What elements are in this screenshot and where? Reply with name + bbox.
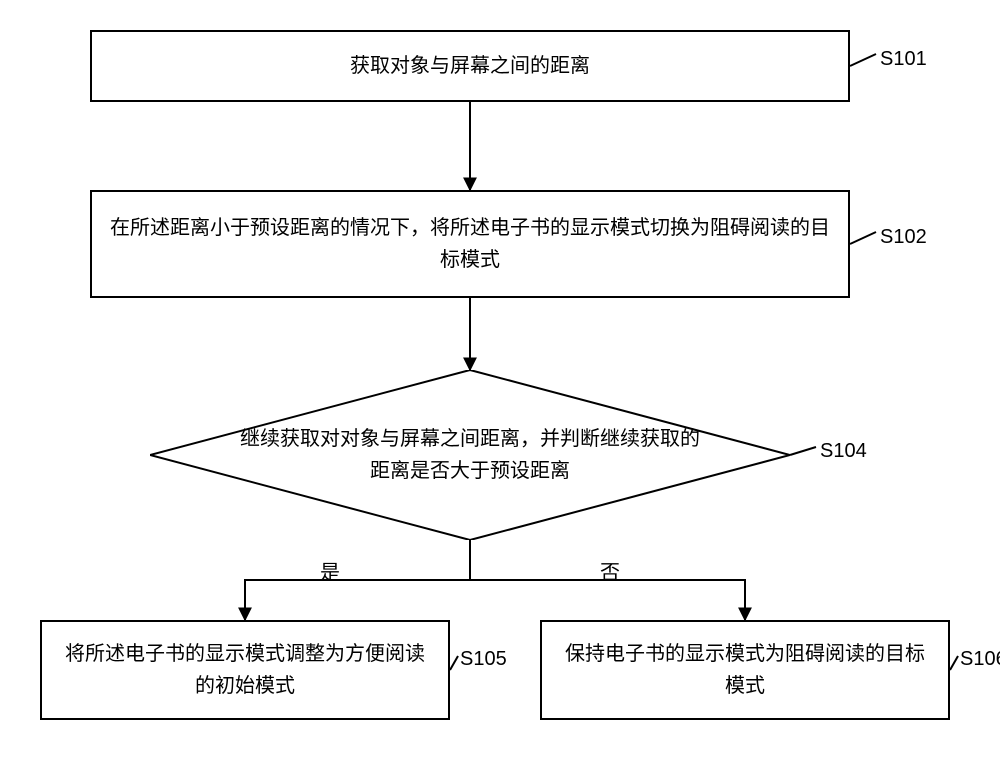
node-s102-text: 在所述距离小于预设距离的情况下，将所述电子书的显示模式切换为阻碍阅读的目标模式 <box>108 212 832 276</box>
node-s106-label: S106 <box>960 648 1000 671</box>
node-s105-label: S105 <box>460 648 507 671</box>
flowchart-canvas: 获取对象与屏幕之间的距离 S101 在所述距离小于预设距离的情况下，将所述电子书… <box>0 0 1000 758</box>
node-s104-text: 继续获取对对象与屏幕之间距离，并判断继续获取的距离是否大于预设距离 <box>240 423 700 487</box>
node-s106: 保持电子书的显示模式为阻碍阅读的目标模式 <box>540 620 950 720</box>
node-s102: 在所述距离小于预设距离的情况下，将所述电子书的显示模式切换为阻碍阅读的目标模式 <box>90 190 850 298</box>
node-s104: 继续获取对对象与屏幕之间距离，并判断继续获取的距离是否大于预设距离 <box>150 370 790 540</box>
branch-no-label: 否 <box>600 556 620 585</box>
node-s101-label: S101 <box>880 48 927 71</box>
node-s101: 获取对象与屏幕之间的距离 <box>90 30 850 102</box>
node-s105: 将所述电子书的显示模式调整为方便阅读的初始模式 <box>40 620 450 720</box>
node-s101-text: 获取对象与屏幕之间的距离 <box>350 50 590 82</box>
branch-yes-label: 是 <box>320 556 340 585</box>
node-s105-text: 将所述电子书的显示模式调整为方便阅读的初始模式 <box>58 638 432 702</box>
node-s104-label: S104 <box>820 440 867 463</box>
node-s106-text: 保持电子书的显示模式为阻碍阅读的目标模式 <box>558 638 932 702</box>
node-s102-label: S102 <box>880 226 927 249</box>
